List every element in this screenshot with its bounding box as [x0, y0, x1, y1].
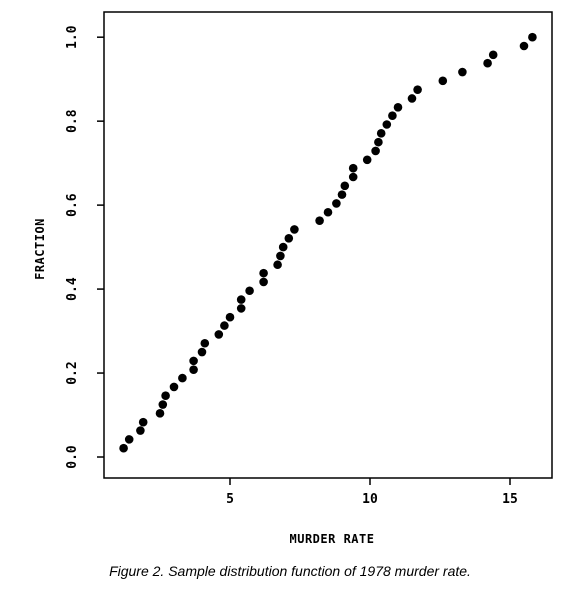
data-point [393, 102, 403, 112]
y-tick-label: 1.0 [65, 25, 80, 49]
data-point [376, 129, 386, 138]
data-point [438, 76, 448, 86]
x-axis: 5 10 15 [226, 478, 518, 507]
data-point [315, 216, 324, 225]
data-point [276, 251, 285, 261]
data-point [483, 58, 492, 68]
x-tick-label: 5 [226, 492, 234, 507]
data-point [225, 312, 235, 322]
x-axis-label: MURDER RATE [290, 532, 375, 546]
data-point [528, 32, 537, 42]
y-tick-label: 0.0 [65, 445, 80, 469]
x-tick-label: 15 [502, 492, 518, 507]
data-point [348, 163, 358, 173]
data-point [158, 400, 168, 409]
data-point [189, 365, 198, 374]
y-axis: 0.0 0.2 0.4 0.6 0.8 1.0 [65, 25, 104, 469]
plot-frame [103, 11, 553, 479]
data-point [284, 233, 294, 243]
data-point [278, 242, 288, 252]
scatter-plot: 5 10 15 0.0 0.2 0.4 0.6 0.8 1.0 MURDER RATE FRA… [33, 11, 553, 546]
data-point [161, 391, 170, 401]
data-point [382, 120, 392, 129]
data-point [236, 295, 246, 304]
data-point [323, 207, 333, 217]
data-point [214, 330, 224, 339]
data-point [488, 50, 498, 60]
data-point [178, 373, 187, 383]
y-axis-label: FRACTION [33, 218, 47, 280]
y-tick-label: 0.2 [65, 361, 80, 384]
data-point [197, 347, 207, 357]
data-point [119, 443, 128, 453]
data-point [124, 435, 134, 444]
data-point [245, 286, 254, 296]
y-tick-label: 0.8 [65, 109, 80, 133]
data-point [189, 356, 198, 366]
data-point [138, 417, 148, 427]
data-point [220, 321, 229, 330]
y-tick-label: 0.6 [65, 193, 80, 217]
data-point [388, 111, 397, 120]
data-point [374, 137, 383, 147]
data-point [259, 268, 268, 278]
data-point [136, 426, 145, 435]
data-point [155, 409, 165, 418]
data-point [332, 199, 341, 208]
data-point [407, 94, 417, 103]
x-tick-label: 10 [362, 492, 378, 507]
data-point [200, 338, 210, 348]
data-point [169, 382, 179, 392]
data-point [348, 172, 358, 182]
data-point [371, 146, 380, 156]
data-point [458, 67, 467, 77]
data-point [259, 277, 268, 287]
data-point [236, 304, 246, 313]
data-point [290, 225, 299, 234]
data-point [413, 85, 422, 94]
y-tick-label: 0.4 [65, 277, 80, 301]
data-point [362, 155, 372, 165]
data-point [337, 190, 347, 199]
data-points [119, 32, 537, 453]
data-point [519, 41, 529, 51]
data-point [273, 260, 282, 270]
figure-caption: Figure 2. Sample distribution function o… [109, 563, 471, 579]
data-point [340, 181, 350, 191]
